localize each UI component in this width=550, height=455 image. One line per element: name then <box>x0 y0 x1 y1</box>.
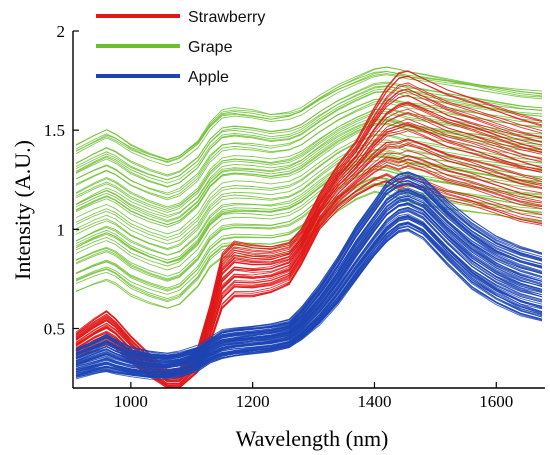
spectrum-line-apple <box>75 175 543 357</box>
y-axis-title: Intensity (A.U.) <box>10 140 35 280</box>
series-strawberry <box>75 70 543 388</box>
y-tick-label: 2 <box>57 22 66 41</box>
spectrum-line-apple <box>75 200 543 367</box>
spectrum-line-apple <box>75 226 543 378</box>
spectrum-line-grape <box>75 139 543 245</box>
spectrum-line-apple <box>75 195 543 366</box>
spectrum-line-grape <box>75 100 543 199</box>
spectra-layer <box>75 66 543 388</box>
spectrum-line-grape <box>75 66 543 161</box>
spectrum-line-apple <box>75 222 543 375</box>
spectrum-line-apple <box>75 172 543 355</box>
axes: 1000 1200 1400 1600 0.5 1 1.5 2 <box>44 22 545 411</box>
y-tick-label: 0.5 <box>44 320 65 339</box>
x-tick-label: 1600 <box>479 392 513 411</box>
spectrum-line-grape <box>75 123 543 226</box>
y-tick-label: 1.5 <box>44 121 65 140</box>
spectrum-line-grape <box>75 119 543 221</box>
spectrum-line-grape <box>75 133 543 238</box>
spectrum-line-apple <box>75 198 543 366</box>
spectrum-line-grape <box>75 169 543 282</box>
x-tick-label: 1400 <box>357 392 391 411</box>
spectrum-line-grape <box>75 134 543 241</box>
spectrum-line-grape <box>75 165 543 277</box>
legend-label-apple: Apple <box>188 69 229 86</box>
spectrum-line-grape <box>75 82 543 177</box>
legend-label-grape: Grape <box>188 39 233 56</box>
spectrum-line-grape <box>75 86 543 181</box>
spectrum-line-grape <box>75 66 543 160</box>
spectrum-line-apple <box>75 177 543 359</box>
x-tick-label: 1000 <box>114 392 148 411</box>
spectrum-line-grape <box>75 108 543 209</box>
spectrum-line-grape <box>75 70 543 161</box>
spectrum-line-grape <box>75 112 543 213</box>
spectrum-line-grape <box>75 88 543 184</box>
spectrum-line-strawberry <box>75 70 543 371</box>
spectrum-line-apple <box>75 209 543 371</box>
legend-label-strawberry: Strawberry <box>188 9 265 26</box>
x-axis-title: Wavelength (nm) <box>236 426 389 451</box>
series-apple <box>75 171 543 380</box>
spectrum-line-strawberry <box>75 173 543 388</box>
spectrum-line-grape <box>75 153 543 264</box>
legend: Strawberry Grape Apple <box>96 9 265 86</box>
y-tick-label: 1 <box>57 220 66 239</box>
spectrum-line-grape <box>75 144 543 251</box>
spectrum-line-grape <box>75 111 543 211</box>
spectrum-line-grape <box>75 108 543 208</box>
spectrum-line-grape <box>75 71 543 163</box>
x-tick-label: 1200 <box>236 392 270 411</box>
